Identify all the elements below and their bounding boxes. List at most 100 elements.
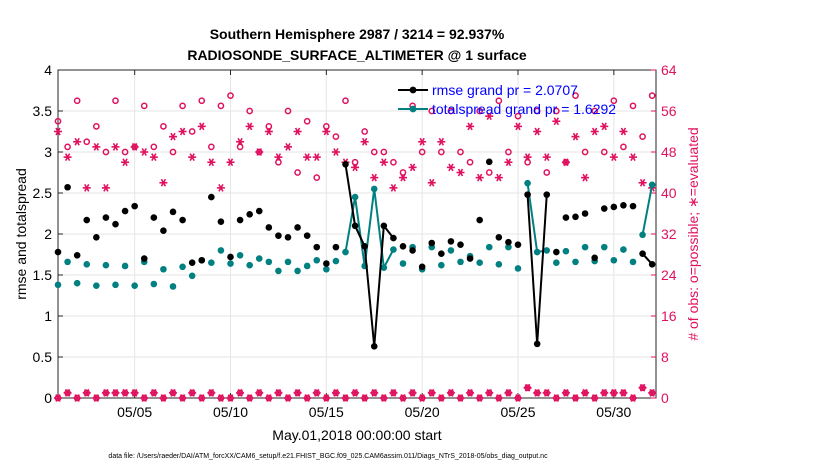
- obs-evaluated-stroke: [639, 178, 646, 187]
- obs-evaluated-marker: [523, 153, 532, 161]
- rmse-marker: [246, 211, 253, 218]
- totalspread-marker: [150, 280, 158, 288]
- obs-evaluated-stroke: [591, 127, 598, 136]
- obs-evaluated-stroke: [84, 389, 90, 397]
- obs-possible-marker: [83, 138, 91, 146]
- totalspread-marker: [390, 246, 397, 253]
- obs-evaluated-stroke: [333, 389, 339, 397]
- totalspread-marker: [581, 243, 589, 251]
- rmse-marker: [160, 227, 167, 235]
- totalspread-marker: [217, 247, 225, 254]
- rmse-marker: [543, 191, 551, 198]
- obs-evaluated-marker: [284, 143, 292, 151]
- obs-possible-marker: [332, 133, 340, 140]
- rmse-marker: [294, 224, 301, 231]
- obs-evaluated-marker: [63, 153, 72, 161]
- obs-evaluated-marker: [446, 163, 455, 172]
- obs-possible-marker: [380, 148, 388, 156]
- obs-possible-marker: [294, 169, 301, 176]
- obs-evaluated-marker: [379, 158, 388, 167]
- totalspread-segment: [382, 249, 395, 269]
- obs-evaluated-stroke: [400, 394, 406, 402]
- obs-evaluated-marker: [456, 168, 465, 177]
- obs-evaluated-marker: [542, 389, 551, 397]
- obs-evaluated-marker: [331, 148, 340, 156]
- obs-evaluated-stroke: [103, 389, 109, 397]
- totalspread-marker: [505, 243, 512, 251]
- obs-evaluated-marker: [130, 389, 139, 397]
- obs-evaluated-stroke: [93, 394, 100, 402]
- totalspread-marker: [160, 265, 167, 273]
- rmse-marker: [380, 222, 388, 230]
- obs-evaluated-stroke: [381, 158, 387, 167]
- rmse-marker: [342, 161, 349, 168]
- obs-evaluated-marker: [149, 153, 158, 161]
- obs-evaluated-stroke: [438, 137, 445, 146]
- obs-evaluated-marker: [322, 394, 331, 402]
- obs-possible-marker: [265, 123, 273, 130]
- obs-possible-marker: [629, 102, 637, 110]
- obs-evaluated-stroke: [294, 127, 301, 136]
- rmse-marker: [265, 224, 273, 231]
- obs-possible-marker: [428, 107, 436, 115]
- obs-possible-marker: [179, 102, 186, 110]
- obs-possible-marker: [217, 102, 225, 110]
- rmse-marker: [83, 216, 91, 224]
- rmse-marker: [370, 343, 378, 350]
- obs-evaluated-marker: [121, 158, 130, 167]
- obs-possible-marker: [54, 117, 62, 125]
- legend-spread-marker: [409, 105, 417, 113]
- obs-evaluated-marker: [427, 178, 436, 187]
- obs-evaluated-marker: [178, 394, 187, 402]
- obs-evaluated-stroke: [496, 173, 502, 182]
- obs-evaluated-marker: [561, 389, 570, 397]
- obs-evaluated-marker: [370, 173, 379, 182]
- rmse-marker: [208, 193, 215, 201]
- rmse-marker: [648, 261, 656, 268]
- obs-evaluated-stroke: [131, 143, 138, 151]
- obs-evaluated-stroke: [266, 394, 272, 402]
- obs-evaluated-marker: [293, 127, 302, 136]
- totalspread-marker: [188, 272, 196, 280]
- obs-evaluated-stroke: [112, 389, 119, 397]
- obs-evaluated-stroke: [611, 389, 617, 397]
- y-axis-right-label: # of obs: o=possible; ∗=evaluated: [685, 127, 701, 340]
- rmse-marker: [438, 250, 445, 257]
- obs-evaluated-marker: [351, 163, 360, 172]
- rmse-segment: [363, 246, 376, 347]
- obs-evaluated-marker: [590, 394, 599, 402]
- obs-possible-marker: [207, 143, 215, 151]
- obs-evaluated-stroke: [457, 394, 464, 402]
- obs-evaluated-stroke: [314, 153, 320, 161]
- obs-possible-marker: [121, 148, 129, 156]
- obs-evaluated-marker: [600, 389, 609, 397]
- obs-evaluated-stroke: [323, 394, 330, 402]
- obs-evaluated-marker: [418, 394, 427, 402]
- totalspread-marker: [179, 263, 186, 271]
- obs-evaluated-stroke: [237, 137, 243, 146]
- rmse-marker: [73, 252, 81, 259]
- y-axis-left-label: rmse and totalspread: [13, 168, 29, 300]
- obs-evaluated-marker: [178, 127, 187, 136]
- totalspread-marker: [370, 185, 378, 193]
- obs-evaluated-stroke: [93, 143, 100, 151]
- totalspread-marker: [610, 256, 618, 264]
- rmse-marker: [610, 203, 618, 211]
- obs-evaluated-marker: [399, 173, 407, 182]
- totalspread-marker: [380, 264, 388, 271]
- totalspread-marker: [457, 258, 464, 266]
- rmse-marker: [112, 220, 119, 228]
- obs-evaluated-stroke: [649, 389, 655, 397]
- obs-possible-marker: [437, 148, 445, 156]
- obs-evaluated-stroke: [74, 137, 80, 146]
- obs-evaluated-marker: [255, 389, 264, 397]
- obs-evaluated-marker: [561, 158, 570, 167]
- rmse-marker: [533, 340, 541, 348]
- rmse-segment: [526, 194, 539, 344]
- obs-possible-marker: [447, 107, 455, 115]
- obs-evaluated-marker: [111, 389, 120, 397]
- totalspread-marker: [102, 261, 110, 269]
- obs-evaluated-stroke: [218, 394, 224, 402]
- rmse-marker: [514, 241, 522, 248]
- totalspread-marker: [572, 258, 579, 266]
